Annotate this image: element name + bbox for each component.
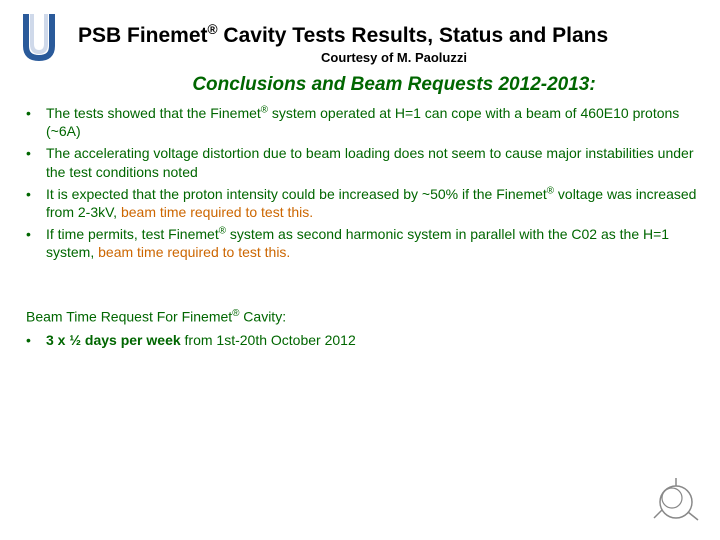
text-pre: If time permits, test Finemet [46, 226, 219, 242]
text-pre: The accelerating voltage distortion due … [46, 145, 694, 179]
request-bold: 3 x ½ days per week [46, 332, 181, 348]
title-sup: ® [208, 22, 218, 37]
conclusions-list: • The tests showed that the Finemet® sys… [26, 104, 700, 266]
text-highlight: beam time required to test this. [121, 204, 313, 220]
text-pre: The tests showed that the Finemet [46, 105, 261, 121]
list-item: • 3 x ½ days per week from 1st-20th Octo… [26, 332, 700, 348]
text-sup: ® [261, 104, 268, 115]
courtesy-line: Courtesy of M. Paoluzzi [78, 50, 710, 65]
text-sup: ® [219, 225, 226, 236]
bullet-text: The accelerating voltage distortion due … [46, 144, 700, 180]
request-text: 3 x ½ days per week from 1st-20th Octobe… [46, 332, 700, 348]
text-highlight: beam time required to test this. [98, 244, 290, 260]
bullet-text: It is expected that the proton intensity… [46, 185, 700, 221]
bullet-icon: • [26, 332, 46, 348]
request-heading: Beam Time Request For Finemet® Cavity: [26, 308, 286, 325]
slide-title: PSB Finemet® Cavity Tests Results, Statu… [78, 22, 710, 48]
title-post: Cavity Tests Results, Status and Plans [218, 24, 609, 47]
request-rest: from 1st-20th October 2012 [181, 332, 356, 348]
bullet-icon: • [26, 185, 46, 221]
bullet-text: The tests showed that the Finemet® syste… [46, 104, 700, 140]
request-post: Cavity: [239, 309, 286, 325]
request-list: • 3 x ½ days per week from 1st-20th Octo… [26, 332, 700, 348]
cern-logo [652, 478, 700, 526]
title-pre: PSB Finemet [78, 24, 208, 47]
u-logo-icon [18, 12, 60, 62]
bullet-icon: • [26, 144, 46, 180]
cern-logo-icon [652, 478, 700, 526]
text-pre: It is expected that the proton intensity… [46, 186, 547, 202]
list-item: • The tests showed that the Finemet® sys… [26, 104, 700, 140]
institute-logo [18, 12, 60, 62]
list-item: • If time permits, test Finemet® system … [26, 225, 700, 261]
bullet-icon: • [26, 225, 46, 261]
list-item: • It is expected that the proton intensi… [26, 185, 700, 221]
text-sup: ® [547, 185, 554, 196]
bullet-text: If time permits, test Finemet® system as… [46, 225, 700, 261]
section-heading: Conclusions and Beam Requests 2012-2013: [78, 74, 710, 96]
list-item: • The accelerating voltage distortion du… [26, 144, 700, 180]
request-pre: Beam Time Request For Finemet [26, 309, 232, 325]
bullet-icon: • [26, 104, 46, 140]
